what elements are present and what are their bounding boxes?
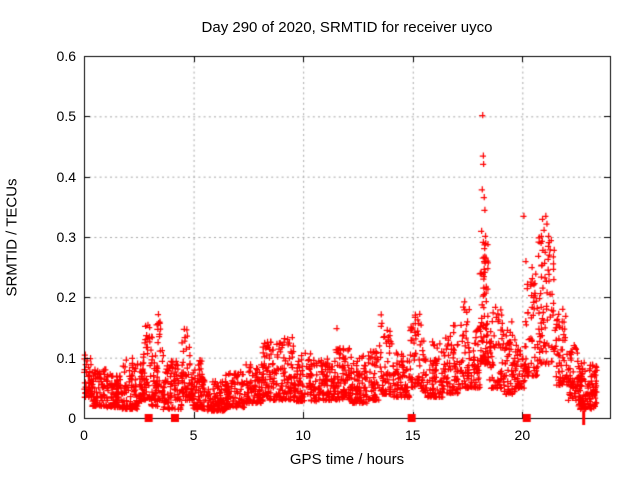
x-tick-label: 20 <box>514 427 531 443</box>
y-tick-label: 0.2 <box>56 289 76 306</box>
y-tick-label: 0.6 <box>56 48 76 64</box>
y-tick-label: 0.3 <box>56 229 76 245</box>
y-tick-label: 0.1 <box>56 349 76 366</box>
y-tick-label: 0 <box>68 410 76 426</box>
x-axis-label: GPS time / hours <box>289 451 405 468</box>
chart-title: Day 290 of 2020, SRMTID for receiver uyc… <box>201 19 493 36</box>
y-tick-label: 0.5 <box>56 108 76 125</box>
y-tick-label: 0.4 <box>56 168 76 185</box>
y-axis-label: SRMTID / TECUs <box>3 178 21 297</box>
x-tick-label: 0 <box>80 427 88 443</box>
x-tick-label: 5 <box>189 427 198 443</box>
x-tick-label: 15 <box>404 427 421 443</box>
x-tick-label: 10 <box>295 427 311 443</box>
